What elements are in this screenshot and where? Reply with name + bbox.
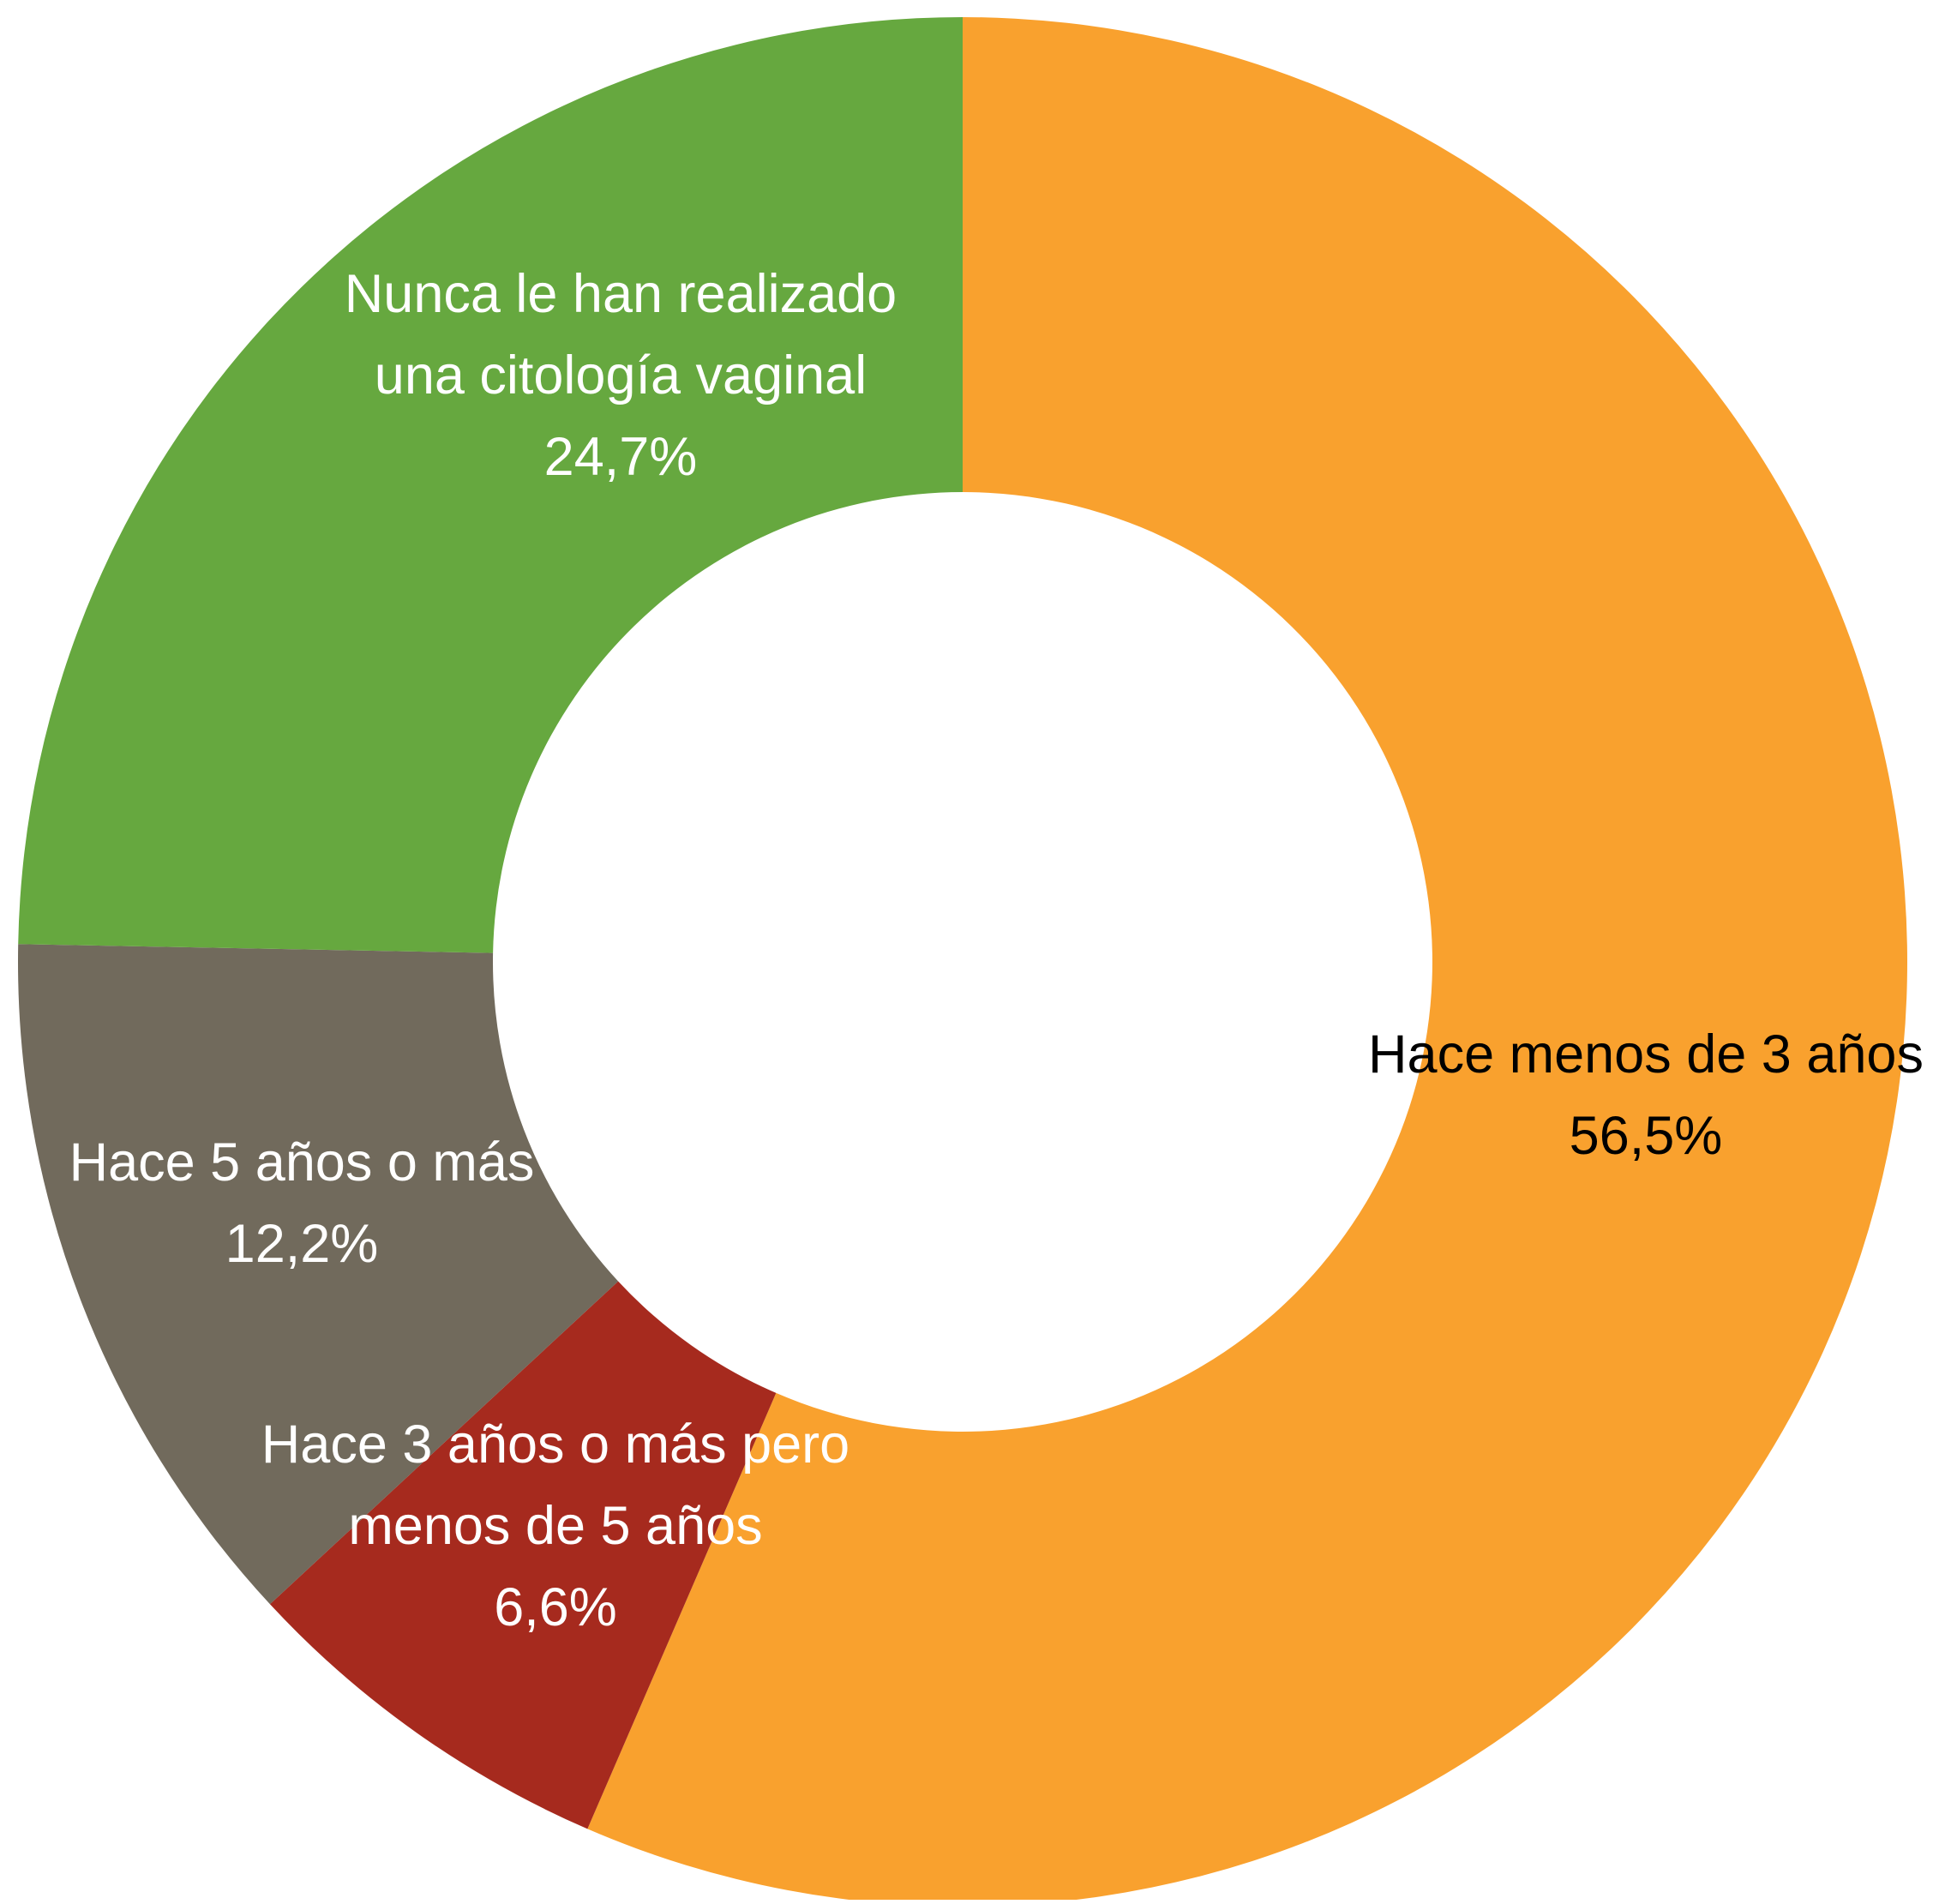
donut-slice-4 [18, 17, 963, 953]
slice-label-1: Hace menos de 3 años 56,5% [1368, 1024, 1924, 1166]
slice-label-3: Hace 5 años o más 12,2% [69, 1132, 535, 1274]
slice-value-label: 56,5% [1570, 1106, 1723, 1166]
donut-slice-2 [269, 1281, 777, 1829]
slices-layer [17, 17, 1907, 1904]
slice-category-label: menos de 5 años [348, 1496, 762, 1556]
slice-value-label: 6,6% [494, 1577, 617, 1637]
slice-category-label: Hace menos de 3 años [1368, 1024, 1924, 1084]
slice-label-2: Hace 3 años o más pero menos de 5 años 6,6… [261, 1414, 849, 1637]
slice-value-label: 24,7% [544, 427, 698, 487]
donut-slice-1 [587, 17, 1907, 1904]
slice-category-label: una citología vaginal [375, 345, 867, 405]
donut-slice-3 [17, 944, 619, 1605]
slice-category-label: Hace 5 años o más [69, 1132, 535, 1192]
labels-layer: Hace menos de 3 años 56,5% Hace 3 años o m… [69, 264, 1924, 1637]
slice-label-4: Nunca le han realizado una citología vagi… [345, 264, 897, 487]
slice-value-label: 12,2% [225, 1214, 379, 1274]
slice-category-label: Nunca le han realizado [345, 264, 897, 324]
slice-category-label: Hace 3 años o más pero [261, 1414, 849, 1475]
